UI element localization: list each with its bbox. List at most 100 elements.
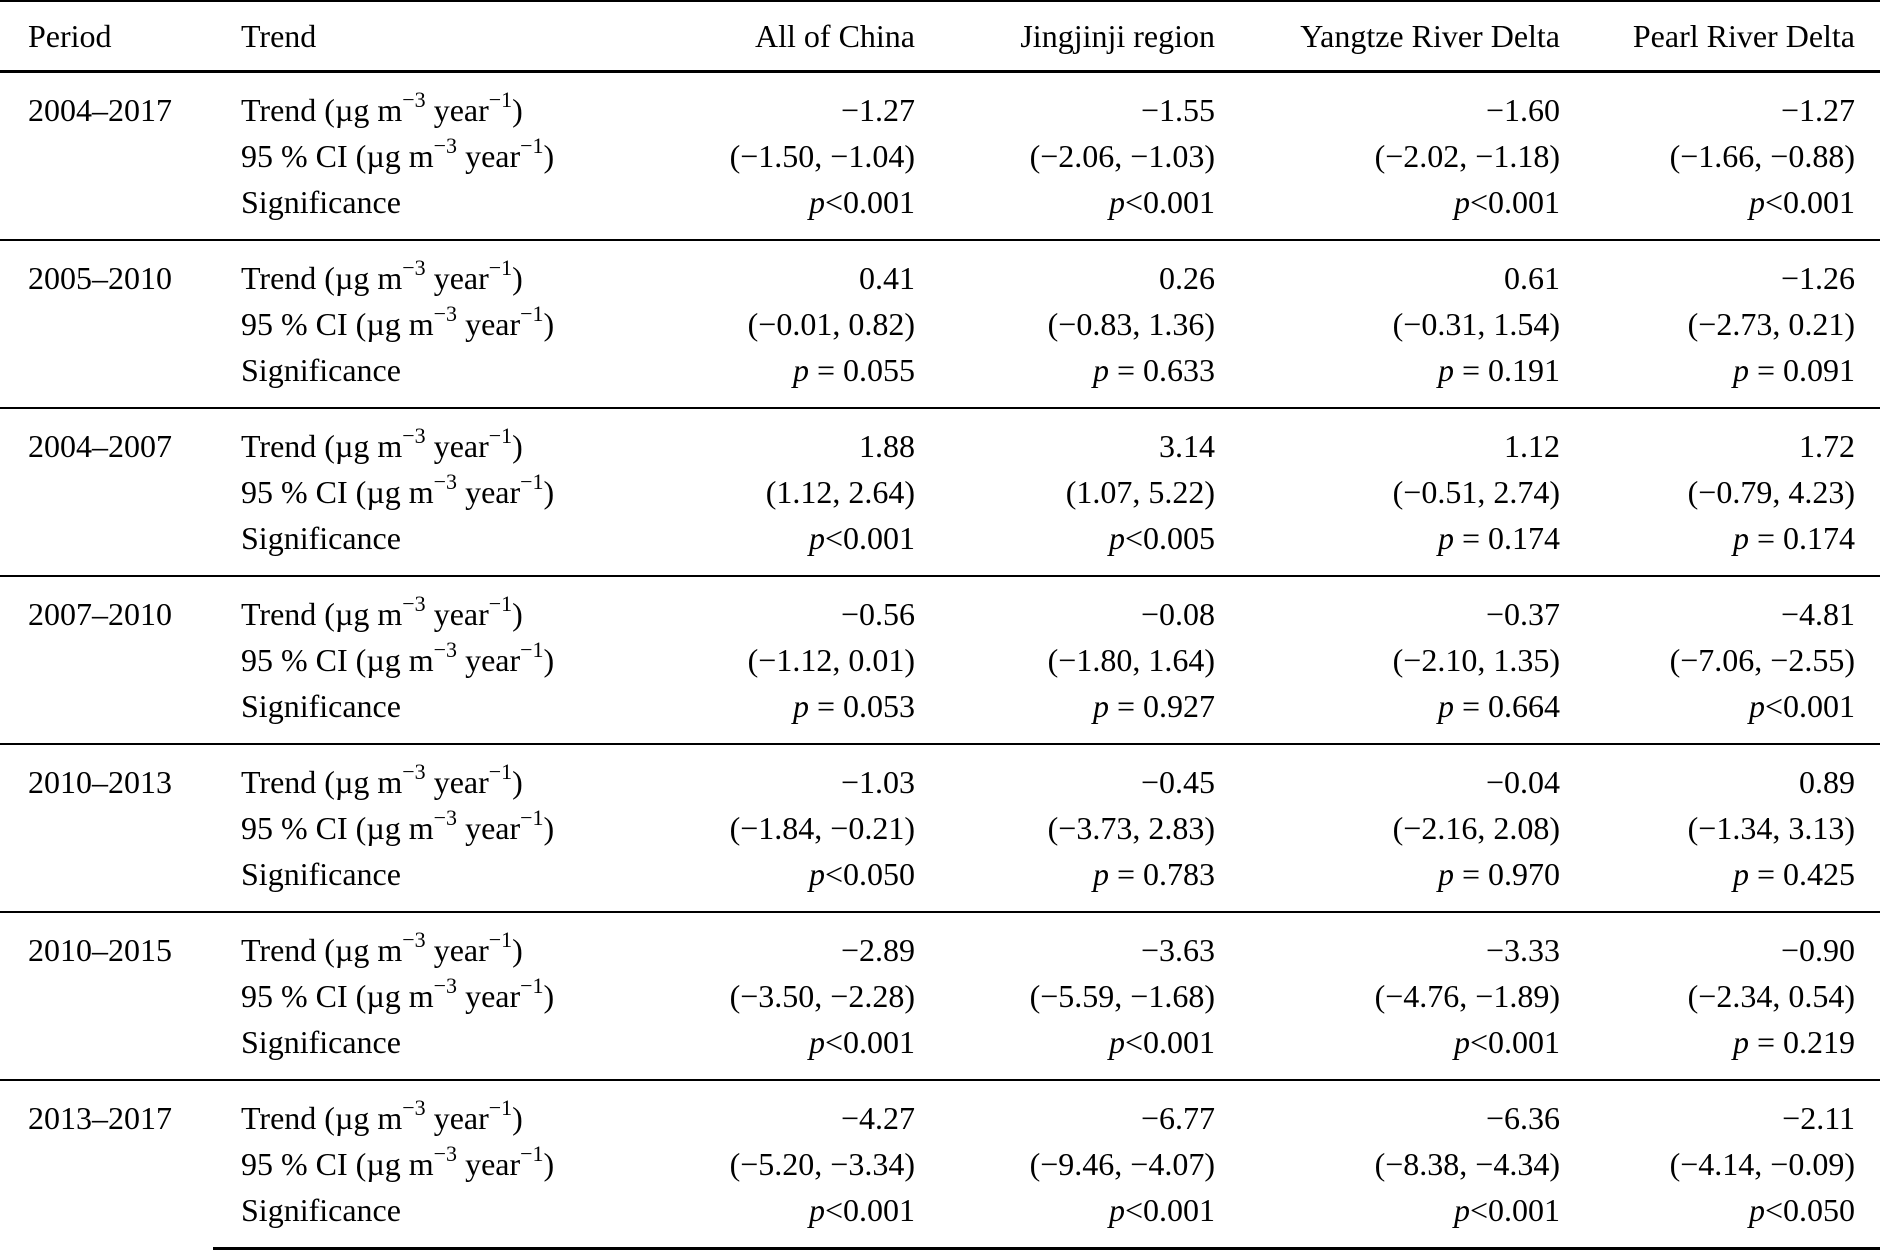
trend-row: 2007–2010 Trend (µg m−3 year−1) −0.56 −0.08… bbox=[0, 575, 1880, 744]
p-symbol: p bbox=[1092, 352, 1109, 388]
unit-superscript: −3 bbox=[433, 301, 458, 327]
trend-row-label: Trend (µg m−3 year−1) bbox=[213, 743, 648, 805]
trend-row-label: Trend (µg m−3 year−1) bbox=[213, 239, 648, 301]
table-body: 2004–2017 Trend (µg m−3 year−1) −1.27 −1.55… bbox=[0, 72, 1880, 1250]
trend-value-cell: −0.45 bbox=[915, 743, 1215, 805]
trend-value-cell: −2.11 bbox=[1560, 1079, 1880, 1141]
trend-row-label: Trend (µg m−3 year−1) bbox=[213, 911, 648, 973]
unit-superscript: −3 bbox=[402, 927, 426, 953]
significance-row: Significance p<0.001 p<0.005 p = 0.174 p = 0… bbox=[0, 515, 1880, 576]
significance-value-cell: p<0.001 bbox=[648, 1187, 915, 1250]
unit-superscript: −3 bbox=[402, 1095, 426, 1121]
significance-value-cell: p<0.001 bbox=[1748, 184, 1855, 220]
significance-row: Significance p = 0.055 p = 0.633 p = 0.191 p… bbox=[0, 347, 1880, 408]
significance-value-cell: p = 0.053 bbox=[792, 688, 915, 724]
period-cell: 2004–2007 bbox=[0, 407, 213, 576]
trend-value-cell: −0.04 bbox=[1215, 743, 1560, 805]
p-symbol: p bbox=[808, 520, 825, 556]
ci-row-label: 95 % CI (µg m−3 year−1) bbox=[241, 805, 555, 846]
p-symbol: p bbox=[1437, 688, 1454, 724]
unit-superscript: −1 bbox=[520, 301, 544, 327]
significance-value-cell: p<0.001 bbox=[1108, 1024, 1215, 1060]
significance-row: Significance p = 0.053 p = 0.927 p = 0.664 p… bbox=[0, 683, 1880, 744]
trend-value-cell: −1.27 bbox=[840, 92, 915, 128]
significance-row: Significance p<0.001 p<0.001 p<0.001 p<0.001 bbox=[0, 179, 1880, 240]
significance-value-cell: p = 0.425 bbox=[1732, 856, 1855, 892]
unit-superscript: −1 bbox=[488, 1095, 513, 1121]
significance-value-cell: p<0.001 bbox=[1108, 184, 1215, 220]
unit-superscript: −3 bbox=[402, 591, 426, 617]
ci-value-cell: (−8.38, −4.34) bbox=[1374, 1146, 1560, 1182]
ci-row: 95 % CI (µg m−3 year−1) (−5.20, −3.34) (−9… bbox=[0, 1141, 1880, 1187]
p-symbol: p bbox=[1437, 352, 1454, 388]
trend-value-cell: 0.61 bbox=[1215, 239, 1560, 301]
p-symbol: p bbox=[792, 688, 809, 724]
trend-value-cell: 0.89 bbox=[1560, 743, 1880, 805]
p-symbol: p bbox=[1108, 1024, 1125, 1060]
header-row: Period Trend All of China Jingjinji regi… bbox=[0, 0, 1880, 73]
column-header-all-of-china: All of China bbox=[648, 0, 915, 73]
ci-row-label: 95 % CI (µg m−3 year−1) bbox=[241, 133, 555, 174]
unit-superscript: −3 bbox=[433, 637, 458, 663]
ci-row: 95 % CI (µg m−3 year−1) (−1.12, 0.01) (−1.… bbox=[0, 637, 1880, 683]
ci-value-cell: (1.07, 5.22) bbox=[1065, 474, 1215, 510]
ci-value-cell: (−2.16, 2.08) bbox=[1392, 810, 1560, 846]
p-symbol: p bbox=[808, 184, 825, 220]
significance-value-cell: p = 0.191 bbox=[1437, 352, 1560, 388]
p-symbol: p bbox=[1453, 1192, 1470, 1228]
unit-superscript: −1 bbox=[488, 87, 513, 113]
trend-value-cell: −0.37 bbox=[1215, 575, 1560, 637]
ci-value-cell: (−2.06, −1.03) bbox=[1029, 138, 1215, 174]
trend-value-cell: −2.89 bbox=[648, 911, 915, 973]
ci-row: 95 % CI (µg m−3 year−1) (−0.01, 0.82) (−0.… bbox=[0, 301, 1880, 347]
ci-value-cell: (−0.79, 4.23) bbox=[1687, 474, 1855, 510]
trend-row-label: Trend (µg m−3 year−1) bbox=[241, 87, 523, 128]
trend-value-cell: −4.27 bbox=[648, 1079, 915, 1141]
unit-superscript: −3 bbox=[402, 87, 426, 113]
period-cell: 2010–2015 bbox=[0, 911, 213, 1080]
ci-value-cell: (−5.20, −3.34) bbox=[729, 1146, 915, 1182]
trend-value-cell: −0.08 bbox=[915, 575, 1215, 637]
p-symbol: p bbox=[1732, 352, 1749, 388]
ci-row-label: 95 % CI (µg m−3 year−1) bbox=[241, 973, 555, 1014]
p-symbol: p bbox=[1092, 688, 1109, 724]
significance-row-label: Significance bbox=[241, 856, 401, 892]
trend-value-cell: −0.90 bbox=[1560, 911, 1880, 973]
trend-row-label: Trend (µg m−3 year−1) bbox=[213, 575, 648, 637]
p-symbol: p bbox=[1732, 520, 1749, 556]
trend-value-cell: −1.27 bbox=[1780, 92, 1855, 128]
unit-superscript: −1 bbox=[488, 423, 513, 449]
trend-value-cell: −0.56 bbox=[648, 575, 915, 637]
p-symbol: p bbox=[1453, 1024, 1470, 1060]
trend-value-cell: −3.63 bbox=[915, 911, 1215, 973]
ci-value-cell: (−0.83, 1.36) bbox=[1047, 306, 1215, 342]
p-symbol: p bbox=[1437, 856, 1454, 892]
significance-row-label: Significance bbox=[241, 1024, 401, 1060]
ci-value-cell: (−5.59, −1.68) bbox=[1029, 978, 1215, 1014]
trend-row: 2004–2017 Trend (µg m−3 year−1) −1.27 −1.55… bbox=[0, 72, 1880, 134]
significance-value-cell: p<0.050 bbox=[1560, 1187, 1880, 1250]
significance-row-label: Significance bbox=[241, 352, 401, 388]
ci-value-cell: (−3.50, −2.28) bbox=[729, 978, 915, 1014]
unit-superscript: −1 bbox=[520, 469, 544, 495]
ci-value-cell: (−1.12, 0.01) bbox=[747, 642, 915, 678]
ci-row: 95 % CI (µg m−3 year−1) (−3.50, −2.28) (−5… bbox=[0, 973, 1880, 1019]
trend-value-cell: 1.72 bbox=[1560, 407, 1880, 469]
ci-value-cell: (−7.06, −2.55) bbox=[1669, 642, 1855, 678]
trend-value-cell: −6.77 bbox=[915, 1079, 1215, 1141]
significance-row: Significance p<0.001 p<0.001 p<0.001 p = 0.2… bbox=[0, 1019, 1880, 1080]
trend-row: 2013–2017 Trend (µg m−3 year−1) −4.27 −6.77… bbox=[0, 1079, 1880, 1249]
ci-value-cell: (−1.66, −0.88) bbox=[1669, 138, 1855, 174]
ci-value-cell: (−1.80, 1.64) bbox=[1047, 642, 1215, 678]
ci-row-label: 95 % CI (µg m−3 year−1) bbox=[241, 301, 555, 342]
trend-value-cell: 0.41 bbox=[648, 239, 915, 301]
p-symbol: p bbox=[1092, 856, 1109, 892]
period-cell: 2013–2017 bbox=[0, 1079, 213, 1249]
ci-row-label: 95 % CI (µg m−3 year−1) bbox=[241, 469, 555, 510]
trend-value-cell: −1.60 bbox=[1485, 92, 1560, 128]
trend-row: 2010–2015 Trend (µg m−3 year−1) −2.89 −3.63… bbox=[0, 911, 1880, 1080]
ci-row-label: 95 % CI (µg m−3 year−1) bbox=[241, 1141, 555, 1182]
p-symbol: p bbox=[1732, 856, 1749, 892]
p-symbol: p bbox=[1108, 1192, 1125, 1228]
unit-superscript: −1 bbox=[520, 973, 544, 999]
